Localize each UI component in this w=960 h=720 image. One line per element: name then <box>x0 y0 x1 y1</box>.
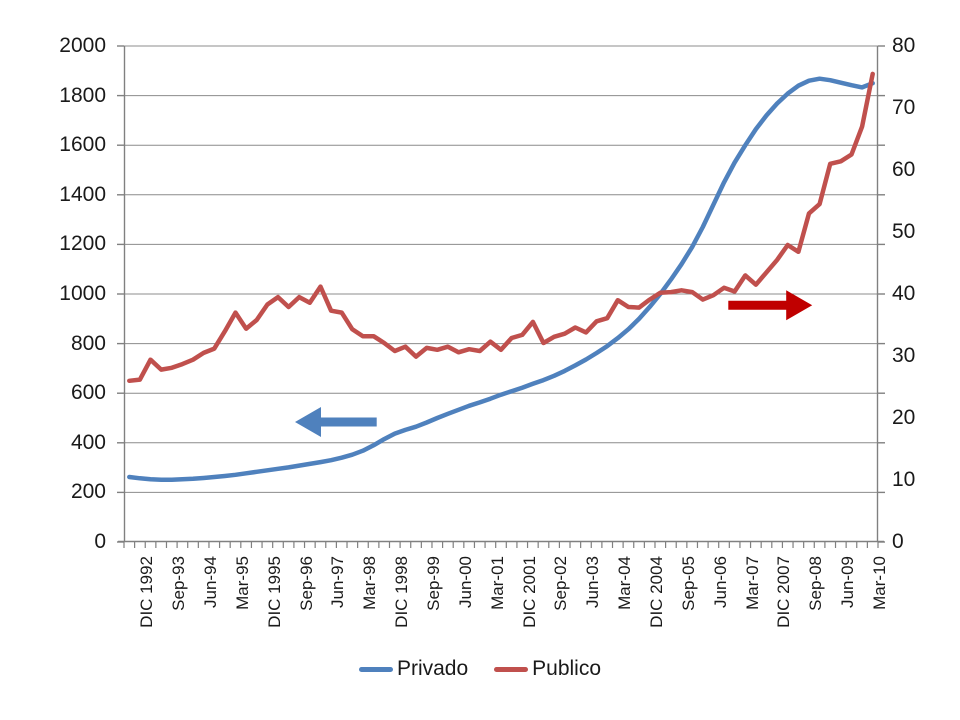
x-axis-label: Mar-10 <box>870 556 890 610</box>
series-line-privado <box>127 76 875 483</box>
x-axis-label: Jun-03 <box>583 556 603 608</box>
left-axis-label: 200 <box>70 480 106 504</box>
right-axis-label: 40 <box>892 282 916 305</box>
x-axis-label: Jun-09 <box>838 556 858 608</box>
x-axis-label: Mar-04 <box>615 556 635 610</box>
chart-plot-svg <box>117 45 885 548</box>
x-axis-label: Sep-02 <box>551 556 571 611</box>
legend-label-privado: Privado <box>396 657 469 680</box>
right-axis-label: 30 <box>892 344 916 367</box>
chart-legend: Privado Publico <box>0 652 960 686</box>
right-axis-label: 0 <box>892 530 904 553</box>
plot-area <box>117 45 885 548</box>
left-axis-label: 600 <box>70 381 106 405</box>
publico-line-swatch <box>494 666 529 672</box>
legend-item-privado: Privado <box>358 657 469 681</box>
privado-line-swatch <box>358 666 393 672</box>
left-axis-label: 1400 <box>59 182 106 206</box>
x-axis-label: Jun-00 <box>455 556 475 608</box>
right-arrow-annotation <box>728 290 813 321</box>
legend-label-publico: Publico <box>532 657 602 680</box>
x-axis-label: Sep-05 <box>678 556 698 611</box>
x-axis-label: Jun-06 <box>710 556 730 608</box>
x-axis-label: Mar-98 <box>360 556 380 610</box>
left-axis-label: 0 <box>94 530 106 553</box>
x-axis-label: Jun-97 <box>328 556 348 608</box>
left-axis-label: 2000 <box>59 34 106 57</box>
x-axis-label: DIC 1992 <box>137 556 157 628</box>
x-axis-label: Sep-99 <box>424 556 444 611</box>
x-axis-label: Mar-95 <box>232 556 252 610</box>
x-axis-label: DIC 2001 <box>519 556 539 628</box>
right-axis-label: 70 <box>892 96 916 119</box>
left-axis-label: 1800 <box>59 83 106 107</box>
right-axis-label: 60 <box>892 158 916 181</box>
left-axis-label: 800 <box>70 331 106 355</box>
legend-item-publico: Publico <box>494 657 601 681</box>
x-axis-label: Sep-93 <box>169 556 189 611</box>
x-axis-label: DIC 2007 <box>774 556 794 628</box>
left-axis-label: 1600 <box>59 133 106 157</box>
x-axis-label: DIC 1998 <box>392 556 412 628</box>
left-axis-label: 400 <box>70 430 106 454</box>
right-axis-label: 80 <box>892 34 916 57</box>
right-axis-label: 10 <box>892 468 916 491</box>
right-axis-label: 50 <box>892 220 916 243</box>
x-axis-label: Sep-96 <box>296 556 316 611</box>
right-axis-label: 20 <box>892 406 916 429</box>
left-axis-label: 1200 <box>59 232 106 256</box>
x-axis-label: Jun-94 <box>201 556 221 608</box>
x-axis-label: Mar-01 <box>487 556 507 610</box>
x-axis-label: DIC 2004 <box>647 556 667 628</box>
x-axis-label: Mar-07 <box>742 556 762 610</box>
left-arrow-annotation <box>295 407 377 437</box>
series-line-publico <box>127 71 875 384</box>
x-axis-label: DIC 1995 <box>264 556 284 628</box>
x-axis-label: Sep-08 <box>806 556 826 611</box>
left-axis-label: 1000 <box>59 282 106 305</box>
